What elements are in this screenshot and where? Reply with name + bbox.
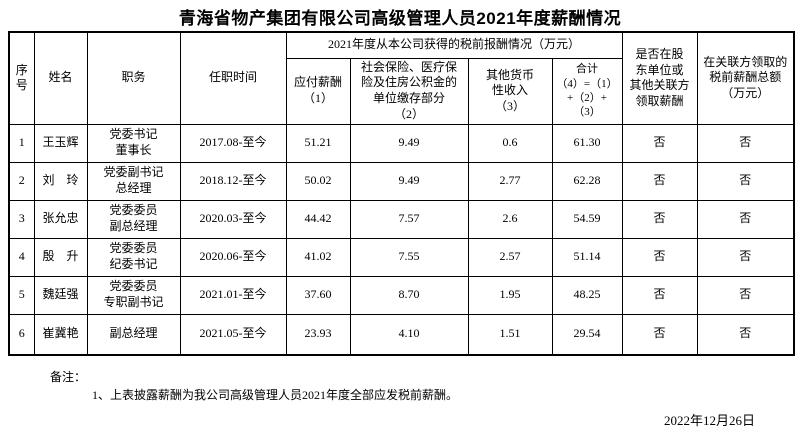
cell-total: 48.25	[551, 275, 623, 315]
cell-total: 29.54	[551, 313, 623, 356]
cell-tenure: 2020.06-至今	[179, 237, 287, 277]
header-row-sub: 应付薪酬 （1） 社会保险、医疗保 险及住房公积金的 单位缴存部分 （2） 其他…	[9, 57, 794, 125]
cell-position: 党委副书记 总经理	[86, 161, 181, 201]
cell-shareholder: 否	[621, 161, 698, 201]
cell-name: 殷 升	[33, 237, 88, 277]
header-row-group: 序 号 姓名 职务 任职时间 2021年度从本公司获得的税前报酬情况（万元） 是…	[8, 31, 795, 125]
cell-tenure: 2021.05-至今	[179, 313, 287, 356]
cell-name: 崔冀艳	[33, 313, 88, 356]
cell-other: 2.77	[467, 161, 553, 201]
cell-payable: 41.02	[285, 237, 351, 277]
cell-seq: 1	[8, 123, 35, 163]
cell-seq: 6	[8, 313, 35, 356]
header-name: 姓名	[33, 31, 88, 125]
cell-social: 4.10	[349, 313, 469, 356]
cell-position: 副总经理	[86, 313, 181, 356]
cell-position: 党委委员 专职副书记	[86, 275, 181, 315]
cell-seq: 3	[8, 199, 35, 239]
cell-other: 1.95	[467, 275, 553, 315]
cell-other: 2.6	[467, 199, 553, 239]
cell-social: 8.70	[349, 275, 469, 315]
cell-seq: 2	[8, 161, 35, 201]
cell-total: 62.28	[551, 161, 623, 201]
cell-seq: 5	[8, 275, 35, 315]
cell-position: 党委委员 纪委书记	[86, 237, 181, 277]
cell-social: 7.55	[349, 237, 469, 277]
cell-other: 0.6	[467, 123, 553, 163]
page-title: 青海省物产集团有限公司高级管理人员2021年度薪酬情况	[178, 9, 622, 28]
cell-total: 51.14	[551, 237, 623, 277]
cell-name: 张允忠	[33, 199, 88, 239]
cell-shareholder: 否	[621, 275, 698, 315]
header-compensation-group: 2021年度从本公司获得的税前报酬情况（万元）	[285, 31, 623, 59]
salary-table: 序 号 姓名 职务 任职时间 2021年度从本公司获得的税前报酬情况（万元） 是…	[8, 31, 796, 356]
cell-position: 党委委员 副总经理	[86, 199, 181, 239]
cell-related: 否	[696, 313, 795, 356]
table-row: 1 王玉辉 党委书记 董事长 2017.08-至今 51.21 9.49 0.6…	[8, 123, 795, 163]
cell-shareholder: 否	[621, 199, 698, 239]
header-payable: 应付薪酬 （1）	[285, 57, 351, 125]
table-row: 3 张允忠 党委委员 副总经理 2020.03-至今 44.42 7.57 2.…	[8, 199, 795, 239]
cell-related: 否	[696, 237, 795, 277]
cell-shareholder: 否	[621, 123, 698, 163]
cell-name: 魏廷强	[33, 275, 88, 315]
cell-total: 54.59	[551, 199, 623, 239]
cell-related: 否	[696, 123, 795, 163]
table-row: 2 刘 玲 党委副书记 总经理 2018.12-至今 50.02 9.49 2.…	[8, 161, 795, 201]
header-tenure: 任职时间	[179, 31, 287, 125]
cell-related: 否	[696, 275, 795, 315]
cell-payable: 23.93	[285, 313, 351, 356]
cell-other: 1.51	[467, 313, 553, 356]
cell-payable: 51.21	[285, 123, 351, 163]
header-seq: 序 号	[8, 31, 35, 125]
table-row: 5 魏廷强 党委委员 专职副书记 2021.01-至今 37.60 8.70 1…	[8, 275, 795, 315]
header-shareholder: 是否在股 东单位或 其他关联方 领取薪酬	[621, 31, 698, 125]
header-related-party: 在关联方领取的 税前薪酬总额 （万元）	[696, 31, 795, 125]
cell-payable: 50.02	[285, 161, 351, 201]
cell-social: 7.57	[349, 199, 469, 239]
notes-line-1: 1、上表披露薪酬为我公司高级管理人员2021年度全部应发税前薪酬。	[92, 388, 459, 402]
cell-shareholder: 否	[621, 237, 698, 277]
cell-tenure: 2021.01-至今	[179, 275, 287, 315]
cell-name: 刘 玲	[33, 161, 88, 201]
cell-social: 9.49	[349, 161, 469, 201]
header-other-income: 其他货币 性收入 （3）	[467, 57, 553, 125]
cell-payable: 37.60	[285, 275, 351, 315]
cell-tenure: 2018.12-至今	[179, 161, 287, 201]
cell-social: 9.49	[349, 123, 469, 163]
header-total: 合计 （4）=（1） +（2）+ （3）	[551, 57, 623, 125]
header-position: 职务	[86, 31, 181, 125]
document-date: 2022年12月26日	[663, 413, 755, 428]
cell-shareholder: 否	[621, 313, 698, 356]
cell-tenure: 2017.08-至今	[179, 123, 287, 163]
cell-seq: 4	[8, 237, 35, 277]
cell-related: 否	[696, 199, 795, 239]
cell-related: 否	[696, 161, 795, 201]
cell-tenure: 2020.03-至今	[179, 199, 287, 239]
notes-label: 备注：	[50, 370, 87, 384]
header-social-insurance: 社会保险、医疗保 险及住房公积金的 单位缴存部分 （2）	[349, 57, 469, 125]
cell-other: 2.57	[467, 237, 553, 277]
cell-name: 王玉辉	[33, 123, 88, 163]
cell-payable: 44.42	[285, 199, 351, 239]
cell-position: 党委书记 董事长	[86, 123, 181, 163]
table-row: 6 崔冀艳 副总经理 2021.05-至今 23.93 4.10 1.51 29…	[8, 313, 795, 356]
cell-total: 61.30	[551, 123, 623, 163]
table-row: 4 殷 升 党委委员 纪委书记 2020.06-至今 41.02 7.55 2.…	[8, 237, 795, 277]
